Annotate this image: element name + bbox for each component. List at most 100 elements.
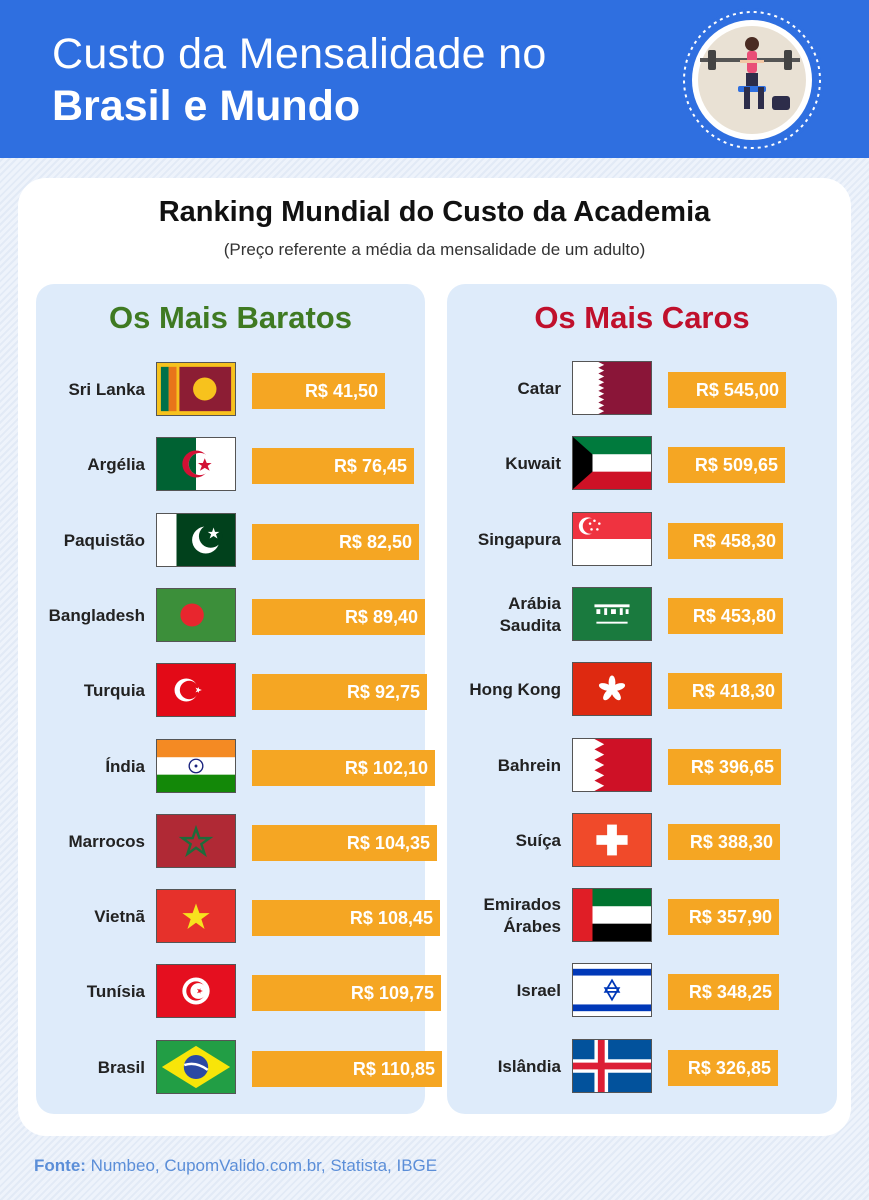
ranking-row: Suíça R$ 388,30 — [447, 813, 837, 869]
price-label: R$ 110,85 — [352, 1058, 435, 1079]
country-name: Bangladesh — [48, 606, 145, 625]
ranking-row: Argélia R$ 76,45 — [36, 437, 425, 493]
price-label: R$ 545,00 — [695, 379, 779, 400]
gym-woman-lifting-icon — [680, 8, 824, 152]
ranking-row: Brasil R$ 110,85 — [36, 1040, 442, 1096]
country-name: Paquistão — [63, 531, 145, 550]
india-flag-icon — [156, 739, 236, 793]
country-name: Hong Kong — [469, 680, 561, 699]
country-name: Singapura — [477, 530, 561, 549]
switzerland-flag-icon — [572, 813, 652, 867]
price-label: R$ 388,30 — [689, 831, 773, 852]
price-label: R$ 102,10 — [344, 757, 428, 778]
vietnam-flag-icon — [156, 889, 236, 943]
price-bar: R$ 396,65 — [668, 749, 781, 785]
hong-kong-flag-icon — [572, 662, 652, 716]
header-title-line2: Brasil e Mundo — [52, 82, 361, 130]
price-bar: R$ 453,80 — [668, 598, 783, 634]
turkey-flag-icon — [156, 663, 236, 717]
ranking-row: Turquia R$ 92,75 — [36, 663, 427, 719]
saudi-arabia-flag-icon — [572, 587, 652, 641]
price-bar: R$ 108,45 — [252, 900, 440, 936]
algeria-flag-icon — [156, 437, 236, 491]
price-bar: R$ 545,00 — [668, 372, 786, 408]
price-label: R$ 76,45 — [333, 455, 407, 476]
price-label: R$ 92,75 — [346, 681, 420, 702]
price-label: R$ 357,90 — [688, 906, 772, 927]
ranking-row: Catar R$ 545,00 — [447, 361, 837, 417]
country-name: Arábia Saudita — [499, 594, 561, 635]
price-bar: R$ 92,75 — [252, 674, 427, 710]
ranking-row: Tunísia R$ 109,75 — [36, 964, 441, 1020]
price-label: R$ 104,35 — [346, 832, 430, 853]
price-label: R$ 396,65 — [690, 756, 774, 777]
ranking-row: Sri Lanka R$ 41,50 — [36, 362, 425, 418]
bahrain-flag-icon — [572, 738, 652, 792]
price-label: R$ 41,50 — [304, 380, 378, 401]
price-bar: R$ 89,40 — [252, 599, 425, 635]
country-name: Sri Lanka — [68, 380, 145, 399]
price-label: R$ 89,40 — [344, 606, 418, 627]
tunisia-flag-icon — [156, 964, 236, 1018]
price-label: R$ 326,85 — [687, 1057, 771, 1078]
ranking-row: Kuwait R$ 509,65 — [447, 436, 837, 492]
price-bar: R$ 326,85 — [668, 1050, 778, 1086]
country-name: Índia — [105, 757, 145, 776]
price-bar: R$ 357,90 — [668, 899, 779, 935]
country-name: Catar — [517, 379, 561, 398]
price-label: R$ 418,30 — [691, 680, 775, 701]
ranking-row: Vietnã R$ 108,45 — [36, 889, 440, 945]
chart-subtitle: (Preço referente a média da mensalidade … — [223, 240, 646, 259]
price-bar: R$ 418,30 — [668, 673, 782, 709]
source-text: Numbeo, CupomValido.com.br, Statista, IB… — [85, 1156, 438, 1175]
price-bar: R$ 458,30 — [668, 523, 783, 559]
iceland-flag-icon — [572, 1039, 652, 1093]
ranking-row: Arábia Saudita R$ 453,80 — [447, 587, 837, 643]
price-label: R$ 82,50 — [338, 531, 412, 552]
price-bar: R$ 110,85 — [252, 1051, 442, 1087]
price-label: R$ 458,30 — [692, 530, 776, 551]
ranking-row: Singapura R$ 458,30 — [447, 512, 837, 568]
ranking-row: Israel R$ 348,25 — [447, 963, 837, 1019]
country-name: Suíça — [515, 831, 561, 850]
israel-flag-icon — [572, 963, 652, 1017]
country-name: Marrocos — [68, 832, 145, 851]
ranking-row: Emirados Árabes R$ 357,90 — [447, 888, 837, 944]
ranking-row: Bangladesh R$ 89,40 — [36, 588, 425, 644]
country-name: Argélia — [87, 455, 145, 474]
ranking-row: Marrocos R$ 104,35 — [36, 814, 437, 870]
price-bar: R$ 102,10 — [252, 750, 435, 786]
price-bar: R$ 109,75 — [252, 975, 441, 1011]
price-label: R$ 453,80 — [692, 605, 776, 626]
country-name: Islândia — [497, 1057, 561, 1076]
price-label: R$ 108,45 — [349, 907, 433, 928]
ranking-row: Hong Kong R$ 418,30 — [447, 662, 837, 718]
most-expensive-heading: Os Mais Caros — [534, 300, 750, 335]
ranking-row: Islândia R$ 326,85 — [447, 1039, 837, 1095]
country-name: Turquia — [83, 681, 145, 700]
sri-lanka-flag-icon — [156, 362, 236, 416]
ranking-row: Bahrein R$ 396,65 — [447, 738, 837, 794]
ranking-row: Índia R$ 102,10 — [36, 739, 435, 795]
kuwait-flag-icon — [572, 436, 652, 490]
country-name: Kuwait — [505, 454, 561, 473]
header-banner: Custo da Mensalidade no Brasil e Mundo — [0, 0, 869, 158]
brazil-flag-icon — [156, 1040, 236, 1094]
price-bar: R$ 509,65 — [668, 447, 785, 483]
chart-title: Ranking Mundial do Custo da Academia — [158, 196, 711, 228]
price-bar: R$ 76,45 — [252, 448, 414, 484]
country-name: Vietnã — [94, 907, 145, 926]
price-label: R$ 509,65 — [694, 454, 778, 475]
price-label: R$ 109,75 — [350, 982, 434, 1003]
country-name: Bahrein — [497, 756, 561, 775]
price-bar: R$ 41,50 — [252, 373, 385, 409]
ranking-row: Paquistão R$ 82,50 — [36, 513, 425, 569]
source-note: Fonte: Numbeo, CupomValido.com.br, Stati… — [34, 1156, 437, 1176]
bangladesh-flag-icon — [156, 588, 236, 642]
price-label: R$ 348,25 — [688, 981, 772, 1002]
country-name: Tunísia — [86, 982, 145, 1001]
country-name: Israel — [516, 981, 561, 1000]
price-bar: R$ 104,35 — [252, 825, 437, 861]
country-name: Brasil — [97, 1058, 145, 1077]
uae-flag-icon — [572, 888, 652, 942]
